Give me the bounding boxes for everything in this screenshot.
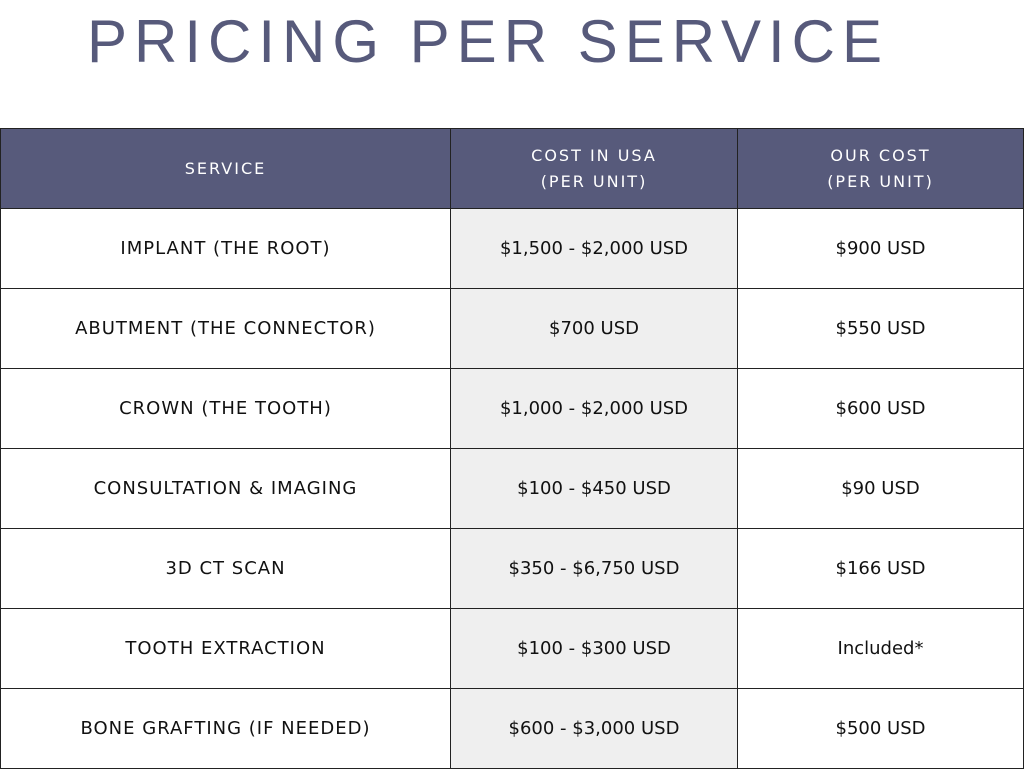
header-text: (PER UNIT) bbox=[827, 171, 934, 191]
table-cell: CONSULTATION & IMAGING bbox=[0, 448, 451, 529]
table-cell: Included* bbox=[737, 608, 1024, 689]
table-cell: CROWN (THE TOOTH) bbox=[0, 368, 451, 449]
header-text: OUR COST bbox=[830, 145, 931, 165]
table-cell: $700 USD bbox=[450, 288, 738, 369]
table-cell: $550 USD bbox=[737, 288, 1024, 369]
header-cell: SERVICE bbox=[0, 128, 451, 209]
header-text: COST IN USA bbox=[531, 145, 657, 165]
header-text: (PER UNIT) bbox=[540, 171, 648, 191]
table-cell: $600 USD bbox=[737, 368, 1024, 449]
table-cell: 3D CT SCAN bbox=[0, 528, 451, 609]
table-cell: $90 USD bbox=[737, 448, 1024, 529]
table-cell: BONE GRAFTING (IF NEEDED) bbox=[0, 688, 451, 769]
table-cell: TOOTH EXTRACTION bbox=[0, 608, 451, 689]
table-cell: $1,000 - $2,000 USD bbox=[450, 368, 738, 449]
pricing-table: SERVICE COST IN USA (PER UNIT) OUR COST (PER… bbox=[0, 128, 1024, 769]
header-cell: OUR COST (PER UNIT) bbox=[737, 128, 1024, 209]
table-cell: $500 USD bbox=[737, 688, 1024, 769]
header-cell: COST IN USA (PER UNIT) bbox=[450, 128, 738, 209]
table-cell: $100 - $450 USD bbox=[450, 448, 738, 529]
table-cell: $350 - $6,750 USD bbox=[450, 528, 738, 609]
table-cell: $1,500 - $2,000 USD bbox=[450, 208, 738, 289]
table-cell: $600 - $3,000 USD bbox=[450, 688, 738, 769]
table-cell: $166 USD bbox=[737, 528, 1024, 609]
page-title: PRICING PER SERVICE bbox=[86, 8, 890, 75]
table-cell: ABUTMENT (THE CONNECTOR) bbox=[0, 288, 451, 369]
header-text: SERVICE bbox=[184, 158, 267, 178]
table-cell: $100 - $300 USD bbox=[450, 608, 738, 689]
table-cell: IMPLANT (THE ROOT) bbox=[0, 208, 451, 289]
table-cell: $900 USD bbox=[737, 208, 1024, 289]
